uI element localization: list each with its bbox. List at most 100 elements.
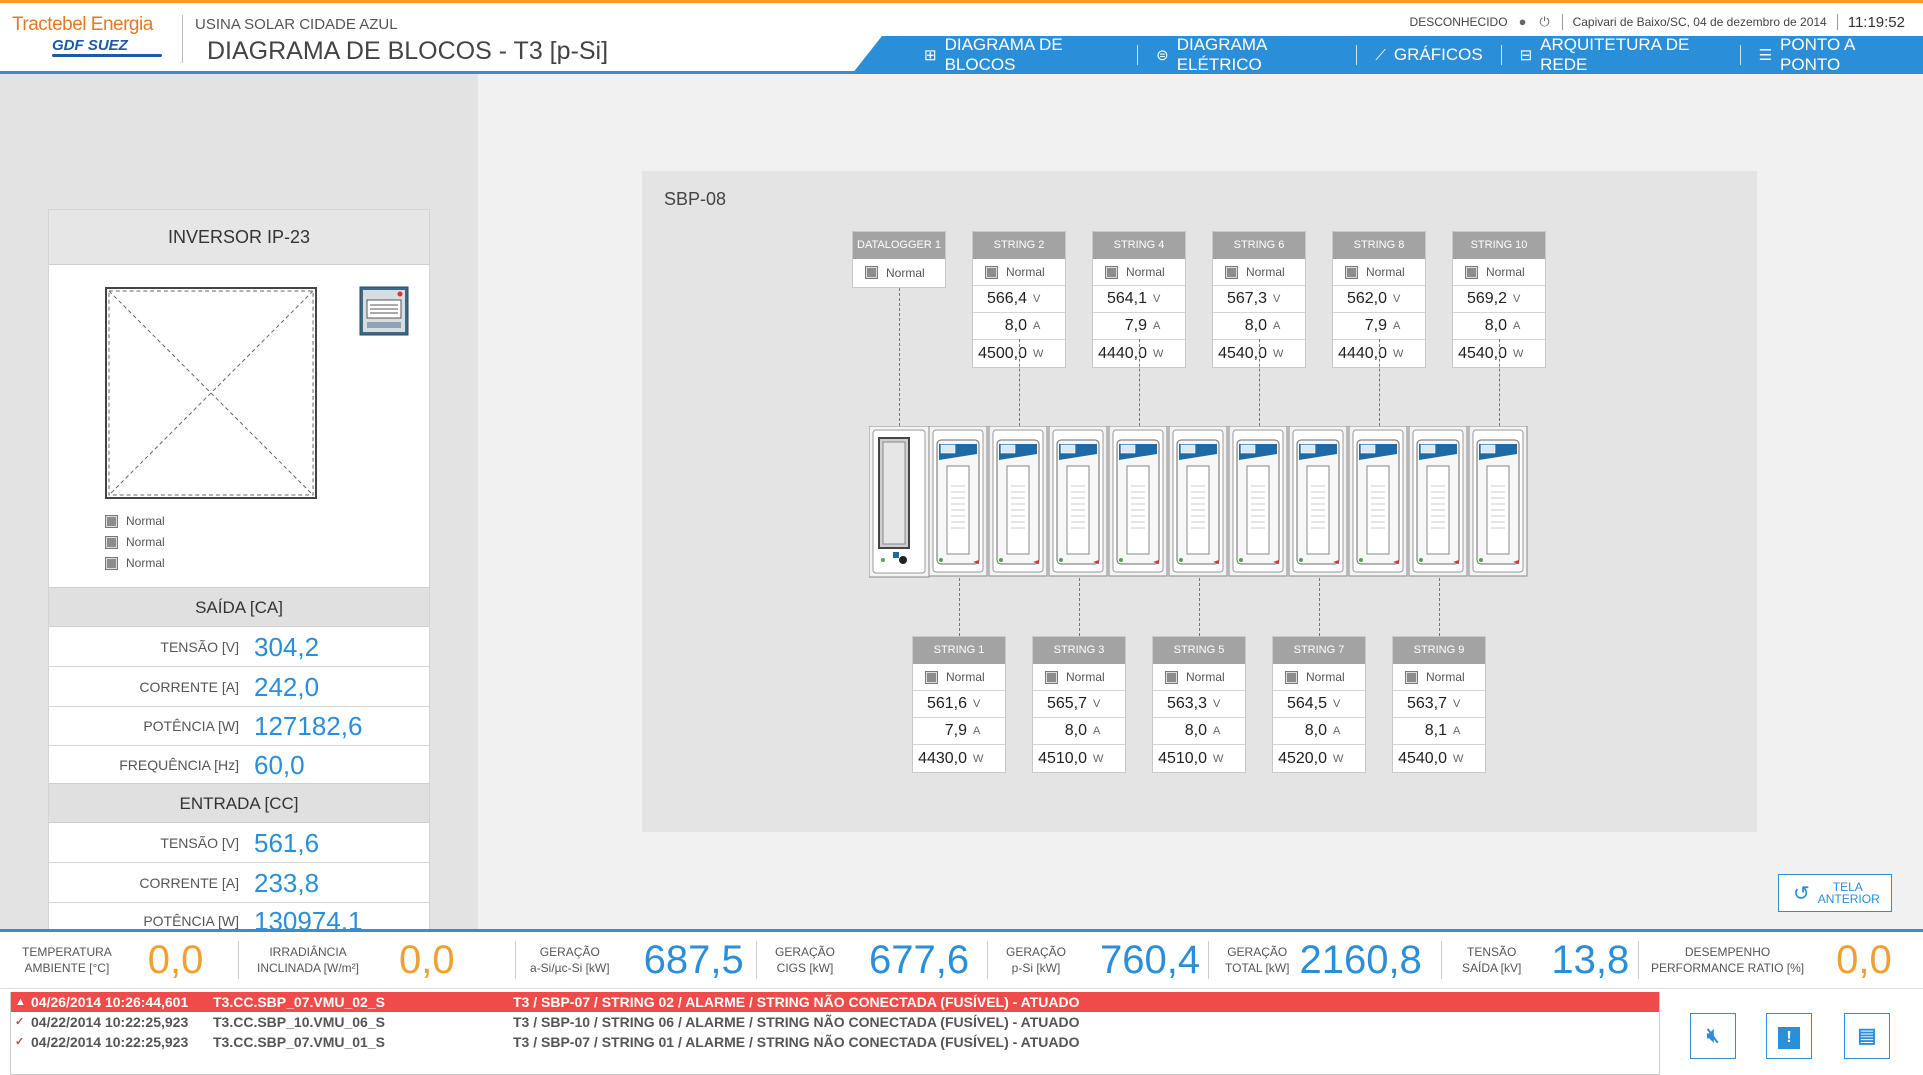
datalogger-card[interactable]: DATALOGGER 1 Normal bbox=[852, 231, 946, 288]
kpi-separator bbox=[515, 941, 516, 979]
string-card[interactable]: STRING 9 Normal 563,7 V 8,1 A 4540,0 W bbox=[1392, 636, 1486, 773]
string-card[interactable]: STRING 7 Normal 564,5 V 8,0 A 4520,0 W bbox=[1272, 636, 1366, 773]
status-indicator bbox=[1345, 265, 1358, 279]
nav-ponto-a-ponto[interactable]: ☰ PONTO A PONTO bbox=[1741, 36, 1923, 74]
saida-potencia-row: POTÊNCIA [W] 127182,6 bbox=[49, 707, 429, 746]
alarm-row[interactable]: ✓ 04/22/2014 10:22:25,923 T3.CC.SBP_07.V… bbox=[11, 1032, 1659, 1052]
status-indicator bbox=[865, 266, 878, 279]
inverter-status-2: Normal bbox=[105, 535, 165, 549]
status-label: Normal bbox=[1366, 265, 1405, 279]
status-label: Normal bbox=[1006, 265, 1045, 279]
button-label: TELA ANTERIOR bbox=[1817, 880, 1880, 906]
acknowledged-bell-icon: ✓ bbox=[15, 1016, 25, 1028]
report-button[interactable]: ▤ bbox=[1844, 1013, 1890, 1059]
card-header: STRING 1 bbox=[913, 637, 1005, 664]
connector-line bbox=[1379, 339, 1380, 426]
nav-arquitetura-rede[interactable]: ⊟ ARQUITETURA DE REDE bbox=[1502, 36, 1740, 74]
kpi-label: GERAÇÃO TOTAL [kW] bbox=[1225, 945, 1290, 975]
current-value: 8,0 A bbox=[1033, 718, 1125, 745]
card-header: STRING 4 bbox=[1093, 232, 1185, 259]
current-value: 8,0 A bbox=[1453, 313, 1545, 340]
alarm-list-button[interactable]: ! bbox=[1766, 1013, 1812, 1059]
inverter-device-icon[interactable] bbox=[359, 286, 409, 336]
kpi-separator bbox=[756, 941, 757, 979]
voltage-value: 565,7 V bbox=[1033, 691, 1125, 718]
alarm-tag: T3.CC.SBP_07.VMU_02_S bbox=[213, 994, 385, 1010]
nav-separator bbox=[1500, 45, 1502, 65]
status-indicator bbox=[1225, 265, 1238, 279]
tela-anterior-button[interactable]: ↺ TELA ANTERIOR bbox=[1778, 874, 1892, 912]
kpi-label: DESEMPENHO PERFORMANCE RATIO [%] bbox=[1651, 945, 1805, 975]
nav-graficos[interactable]: ⟋ GRÁFICOS bbox=[1357, 36, 1500, 74]
power-value: 4500,0 W bbox=[978, 344, 1044, 362]
sbp-title: SBP-08 bbox=[664, 189, 727, 209]
card-status: Normal bbox=[1333, 259, 1425, 286]
brand-name: Tractebel Energia bbox=[12, 14, 153, 35]
exclamation-icon: ! bbox=[1778, 1027, 1800, 1049]
voltage-value: 567,3 V bbox=[1213, 286, 1305, 313]
alarm-area: ▲ 04/26/2014 10:26:44,601 T3.CC.SBP_07.V… bbox=[0, 988, 1923, 1075]
inverter-title: INVERSOR IP-23 bbox=[49, 210, 429, 265]
saida-header: SAÍDA [CA] bbox=[49, 587, 429, 627]
card-header: STRING 9 bbox=[1393, 637, 1485, 664]
plant-name: USINA SOLAR CIDADE AZUL bbox=[195, 16, 398, 33]
document-icon: ▤ bbox=[1857, 1025, 1877, 1047]
nav-diagrama-blocos[interactable]: ⊞ DIAGRAMA DE BLOCOS bbox=[906, 36, 1137, 74]
kpi-geracao-psi: GERAÇÃO p-Si [kW] 760,4 bbox=[988, 931, 1208, 990]
alarm-row[interactable]: ✓ 04/22/2014 10:22:25,923 T3.CC.SBP_10.V… bbox=[11, 1012, 1659, 1032]
entrada-corrente-row: CORRENTE [A] 233,8 bbox=[49, 864, 429, 903]
string-card[interactable]: STRING 5 Normal 563,3 V 8,0 A 4510,0 W bbox=[1152, 636, 1246, 773]
alarm-message: T3 / SBP-07 / STRING 02 / ALARME / STRIN… bbox=[513, 994, 1080, 1010]
card-header: STRING 3 bbox=[1033, 637, 1125, 664]
nav-separator bbox=[1137, 45, 1139, 65]
card-header: STRING 7 bbox=[1273, 637, 1365, 664]
nav-label: DIAGRAMA DE BLOCOS bbox=[944, 35, 1063, 74]
sbp-cabinet[interactable] bbox=[869, 426, 1531, 578]
logo-swoosh bbox=[52, 54, 162, 57]
page-title: DIAGRAMA DE BLOCOS - T3 [p-Si] bbox=[207, 37, 609, 65]
current-value: 8,0 A bbox=[1153, 718, 1245, 745]
status-label: Normal bbox=[946, 670, 985, 684]
card-header: STRING 6 bbox=[1213, 232, 1305, 259]
kpi-irradiancia: IRRADIÂNCIA INCLINADA [W/m²] 0,0 bbox=[239, 931, 515, 990]
alarm-row[interactable]: ▲ 04/26/2014 10:26:44,601 T3.CC.SBP_07.V… bbox=[11, 992, 1659, 1012]
header-divider bbox=[182, 15, 183, 63]
power-value: 4540,0 W bbox=[1218, 344, 1284, 362]
tractebel-logo: Tractebel Energia GDF SUEZ bbox=[12, 14, 162, 64]
kpi-separator bbox=[987, 941, 988, 979]
kpi-desempenho: DESEMPENHO PERFORMANCE RATIO [%] 0,0 bbox=[1639, 931, 1919, 990]
power-icon[interactable]: ⏻ bbox=[1539, 14, 1550, 29]
voltage-value: 561,6 V bbox=[913, 691, 1005, 718]
power-value: 4430,0 W bbox=[918, 749, 984, 767]
card-status: Normal bbox=[973, 259, 1065, 286]
current-value: 8,1 A bbox=[1393, 718, 1485, 745]
kpi-label: GERAÇÃO p-Si [kW] bbox=[1006, 945, 1067, 975]
nav-diagrama-eletrico[interactable]: ⊜ DIAGRAMA ELÉTRICO bbox=[1138, 36, 1356, 74]
power-value: 4440,0 W bbox=[1338, 344, 1404, 362]
kpi-label: TEMPERATURA AMBIENTE [°C] bbox=[22, 945, 112, 975]
status-separator bbox=[1561, 14, 1563, 30]
kpi-bar: TEMPERATURA AMBIENTE [°C] 0,0 IRRADIÂNCIA… bbox=[0, 929, 1923, 988]
status-indicator bbox=[1045, 670, 1058, 684]
connector-line bbox=[1199, 578, 1200, 636]
string-card[interactable]: STRING 3 Normal 565,7 V 8,0 A 4510,0 W bbox=[1032, 636, 1126, 773]
user-icon[interactable]: ● bbox=[1518, 14, 1527, 29]
status-label: Normal bbox=[126, 556, 165, 570]
nav-label: DIAGRAMA ELÉTRICO bbox=[1176, 35, 1267, 74]
string-card[interactable]: STRING 1 Normal 561,6 V 7,9 A 4430,0 W bbox=[912, 636, 1006, 773]
mute-alarm-button[interactable]: 🔇︎ bbox=[1690, 1013, 1736, 1059]
voltage-value: 563,3 V bbox=[1153, 691, 1245, 718]
string-card[interactable]: STRING 6 Normal 567,3 V 8,0 A 4540,0 W bbox=[1212, 231, 1306, 368]
kpi-separator bbox=[1208, 941, 1209, 979]
nav-label: GRÁFICOS bbox=[1393, 45, 1483, 64]
metric-label: POTÊNCIA [W] bbox=[143, 913, 239, 929]
alarm-message: T3 / SBP-10 / STRING 06 / ALARME / STRIN… bbox=[513, 1014, 1080, 1030]
current-value: 7,9 A bbox=[1093, 313, 1185, 340]
card-status: Normal bbox=[853, 259, 945, 286]
kpi-value: 0,0 bbox=[399, 937, 455, 982]
acknowledged-bell-icon: ✓ bbox=[15, 1036, 25, 1048]
connector-line bbox=[1139, 339, 1140, 426]
metric-value: 242,0 bbox=[254, 672, 320, 702]
power-value: 4510,0 W bbox=[1158, 749, 1224, 767]
saida-frequencia-row: FREQUÊNCIA [Hz] 60,0 bbox=[49, 746, 429, 785]
